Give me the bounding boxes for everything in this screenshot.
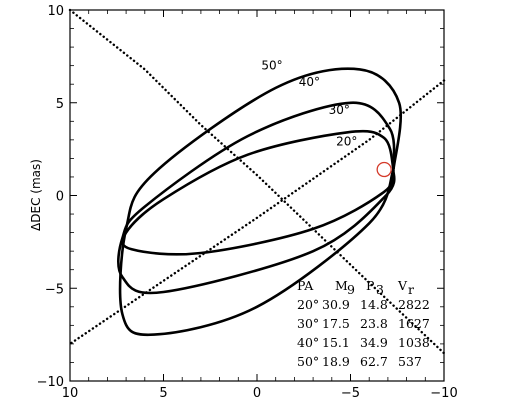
orbit-30-curve bbox=[117, 101, 396, 295]
table-rows: 20° 30.9 14.8 2822 30° 17.5 23.8 1627 40° 15.1 34.… bbox=[297, 297, 430, 369]
table-cell: 18.9 bbox=[322, 354, 350, 369]
orbit-labels: 20° 30° 40° 50° bbox=[261, 58, 357, 148]
y-tick-label: 10 bbox=[47, 4, 64, 19]
table-cell: 537 bbox=[398, 354, 422, 369]
orbit-label-50: 50° bbox=[261, 58, 282, 72]
table-cell: 34.9 bbox=[360, 335, 388, 350]
table-cell: 14.8 bbox=[360, 297, 388, 312]
tick-marks bbox=[69, 9, 445, 382]
x-tick-label: 0 bbox=[253, 386, 261, 401]
table-header-pa: PA bbox=[297, 278, 314, 293]
table-header-m-sub: 9 bbox=[347, 282, 355, 297]
table-cell: 20° bbox=[297, 297, 319, 312]
orbit-label-30: 30° bbox=[329, 103, 350, 117]
table-header-p: P bbox=[366, 278, 374, 293]
table-header-m: M bbox=[335, 278, 348, 293]
table-header-v: V bbox=[397, 278, 408, 293]
orbit-50-dotted-curve bbox=[68, 8, 446, 355]
x-tick-labels: 10 5 0 −5 −10 bbox=[62, 386, 458, 401]
y-tick-label: −10 bbox=[37, 375, 64, 390]
table-cell: 1627 bbox=[398, 316, 430, 331]
orbit-50-dotted-curve bbox=[68, 79, 446, 346]
table-cell: 40° bbox=[297, 335, 319, 350]
table-cell: 50° bbox=[297, 354, 319, 369]
x-tick-label: 10 bbox=[62, 386, 79, 401]
table-header-v-sub: r bbox=[408, 282, 414, 297]
x-tick-label: 5 bbox=[159, 386, 167, 401]
orbit-label-20: 20° bbox=[336, 134, 357, 148]
table-cell: 2822 bbox=[398, 297, 430, 312]
y-tick-label: 0 bbox=[56, 190, 64, 205]
orbit-series bbox=[68, 8, 446, 355]
table-cell: 30.9 bbox=[322, 297, 350, 312]
table-cell: 62.7 bbox=[360, 354, 388, 369]
orbit-40-curve bbox=[118, 67, 403, 337]
highlight-circle bbox=[376, 161, 392, 178]
y-tick-labels: 10 5 0 −5 −10 bbox=[37, 4, 64, 390]
table-header-p-sub: 3 bbox=[376, 282, 384, 297]
y-axis-title: ΔDEC (mas) bbox=[29, 159, 43, 231]
x-tick-label: −5 bbox=[341, 386, 360, 401]
table-cell: 15.1 bbox=[322, 335, 350, 350]
table-cell: 23.8 bbox=[360, 316, 388, 331]
orbit-label-40: 40° bbox=[299, 75, 320, 89]
table-cell: 17.5 bbox=[322, 316, 350, 331]
parameter-table: PA M 9 P 3 V r 20° 30.9 14.8 2822 30° 17.5 23.… bbox=[297, 278, 430, 369]
y-tick-label: 5 bbox=[56, 97, 64, 112]
table-cell: 1038 bbox=[398, 335, 430, 350]
y-tick-label: −5 bbox=[45, 282, 64, 297]
x-tick-label: −10 bbox=[430, 386, 457, 401]
table-cell: 30° bbox=[297, 316, 319, 331]
